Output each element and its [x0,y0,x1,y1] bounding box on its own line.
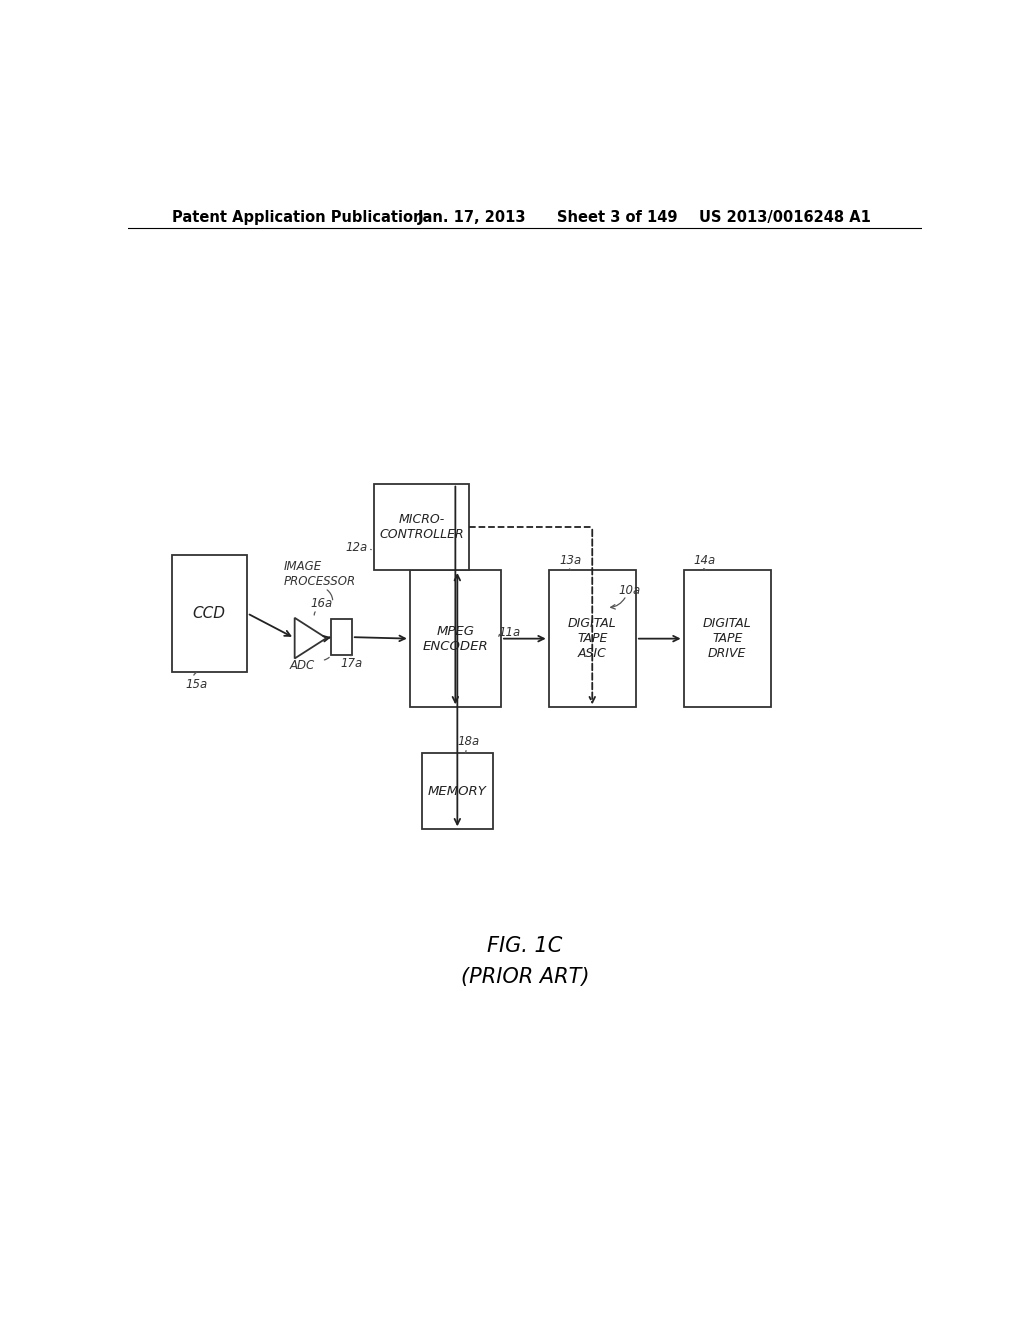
Bar [374,483,469,570]
Text: 13a: 13a [559,554,582,568]
Text: MICRO-
CONTROLLER: MICRO- CONTROLLER [379,513,464,541]
Text: 10a: 10a [618,583,641,597]
Text: DIGITAL
TAPE
ASIC: DIGITAL TAPE ASIC [568,618,616,660]
Text: MPEG
ENCODER: MPEG ENCODER [423,624,488,652]
Text: US 2013/0016248 A1: US 2013/0016248 A1 [699,210,871,224]
Bar [410,570,501,708]
Text: DIGITAL
TAPE
DRIVE: DIGITAL TAPE DRIVE [702,618,752,660]
Polygon shape [295,618,327,659]
Text: Patent Application Publication: Patent Application Publication [172,210,423,224]
Text: 17a: 17a [341,657,362,671]
Bar [549,570,636,708]
Text: FIG. 1C: FIG. 1C [487,936,562,956]
Text: ADC: ADC [290,660,315,672]
Text: 15a: 15a [185,677,208,690]
Text: IMAGE
PROCESSOR: IMAGE PROCESSOR [284,560,355,589]
Text: (PRIOR ART): (PRIOR ART) [461,966,589,986]
Text: CCD: CCD [193,606,226,620]
Text: 14a: 14a [693,554,716,568]
Text: Sheet 3 of 149: Sheet 3 of 149 [557,210,677,224]
Text: 16a: 16a [310,597,333,610]
Text: MEMORY: MEMORY [428,784,486,797]
Bar [172,554,247,672]
Bar [422,752,494,829]
Text: 18a: 18a [458,735,479,748]
Text: Jan. 17, 2013: Jan. 17, 2013 [418,210,526,224]
Bar [331,619,352,656]
Bar [684,570,771,708]
Text: 12a: 12a [345,541,368,554]
Text: 11a: 11a [499,626,521,639]
